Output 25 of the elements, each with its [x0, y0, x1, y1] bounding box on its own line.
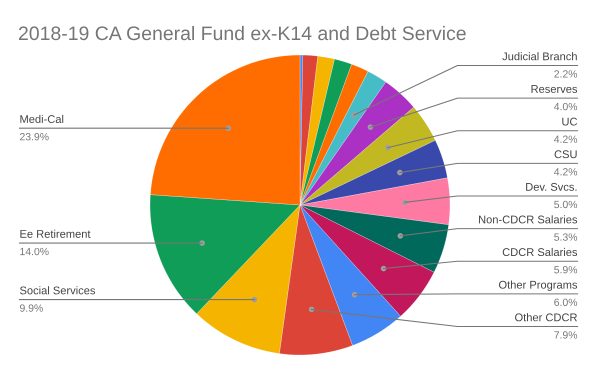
data-label: 5.0%: [554, 200, 578, 208]
data-label: 5.9%: [554, 266, 578, 274]
slice-label: UC: [562, 118, 578, 126]
slice-label: Ee Retirement: [20, 230, 90, 238]
data-label: 2.2%: [554, 70, 578, 78]
data-label: 4.0%: [554, 102, 578, 110]
data-label: 5.3%: [554, 233, 578, 241]
slice-label: Other Programs: [498, 280, 578, 291]
slice-label: Social Services: [20, 286, 96, 294]
slice-label: Other CDCR: [515, 313, 577, 322]
slice-label: Judicial Branch: [502, 52, 577, 60]
data-label: 4.2%: [554, 136, 578, 143]
slice-label: CDCR Salaries: [502, 248, 578, 256]
data-label: 14.0%: [20, 248, 49, 256]
slice-label: Medi-Cal: [20, 114, 64, 124]
data-label: 9.9%: [20, 304, 43, 312]
data-label: 4.2%: [554, 168, 578, 176]
data-label: 6.0%: [554, 298, 578, 306]
slice-label: Reserves: [531, 85, 578, 93]
slice-label: Non-CDCR Salaries: [479, 215, 578, 224]
chart-title: 2018-19 CA General Fund ex-K14 and Debt Service: [18, 26, 466, 40]
data-label: 7.9%: [554, 331, 578, 339]
slice-label: Dev. Svcs.: [526, 182, 576, 191]
slice-label: CSU: [554, 150, 577, 158]
data-label: 23.9%: [20, 133, 49, 140]
